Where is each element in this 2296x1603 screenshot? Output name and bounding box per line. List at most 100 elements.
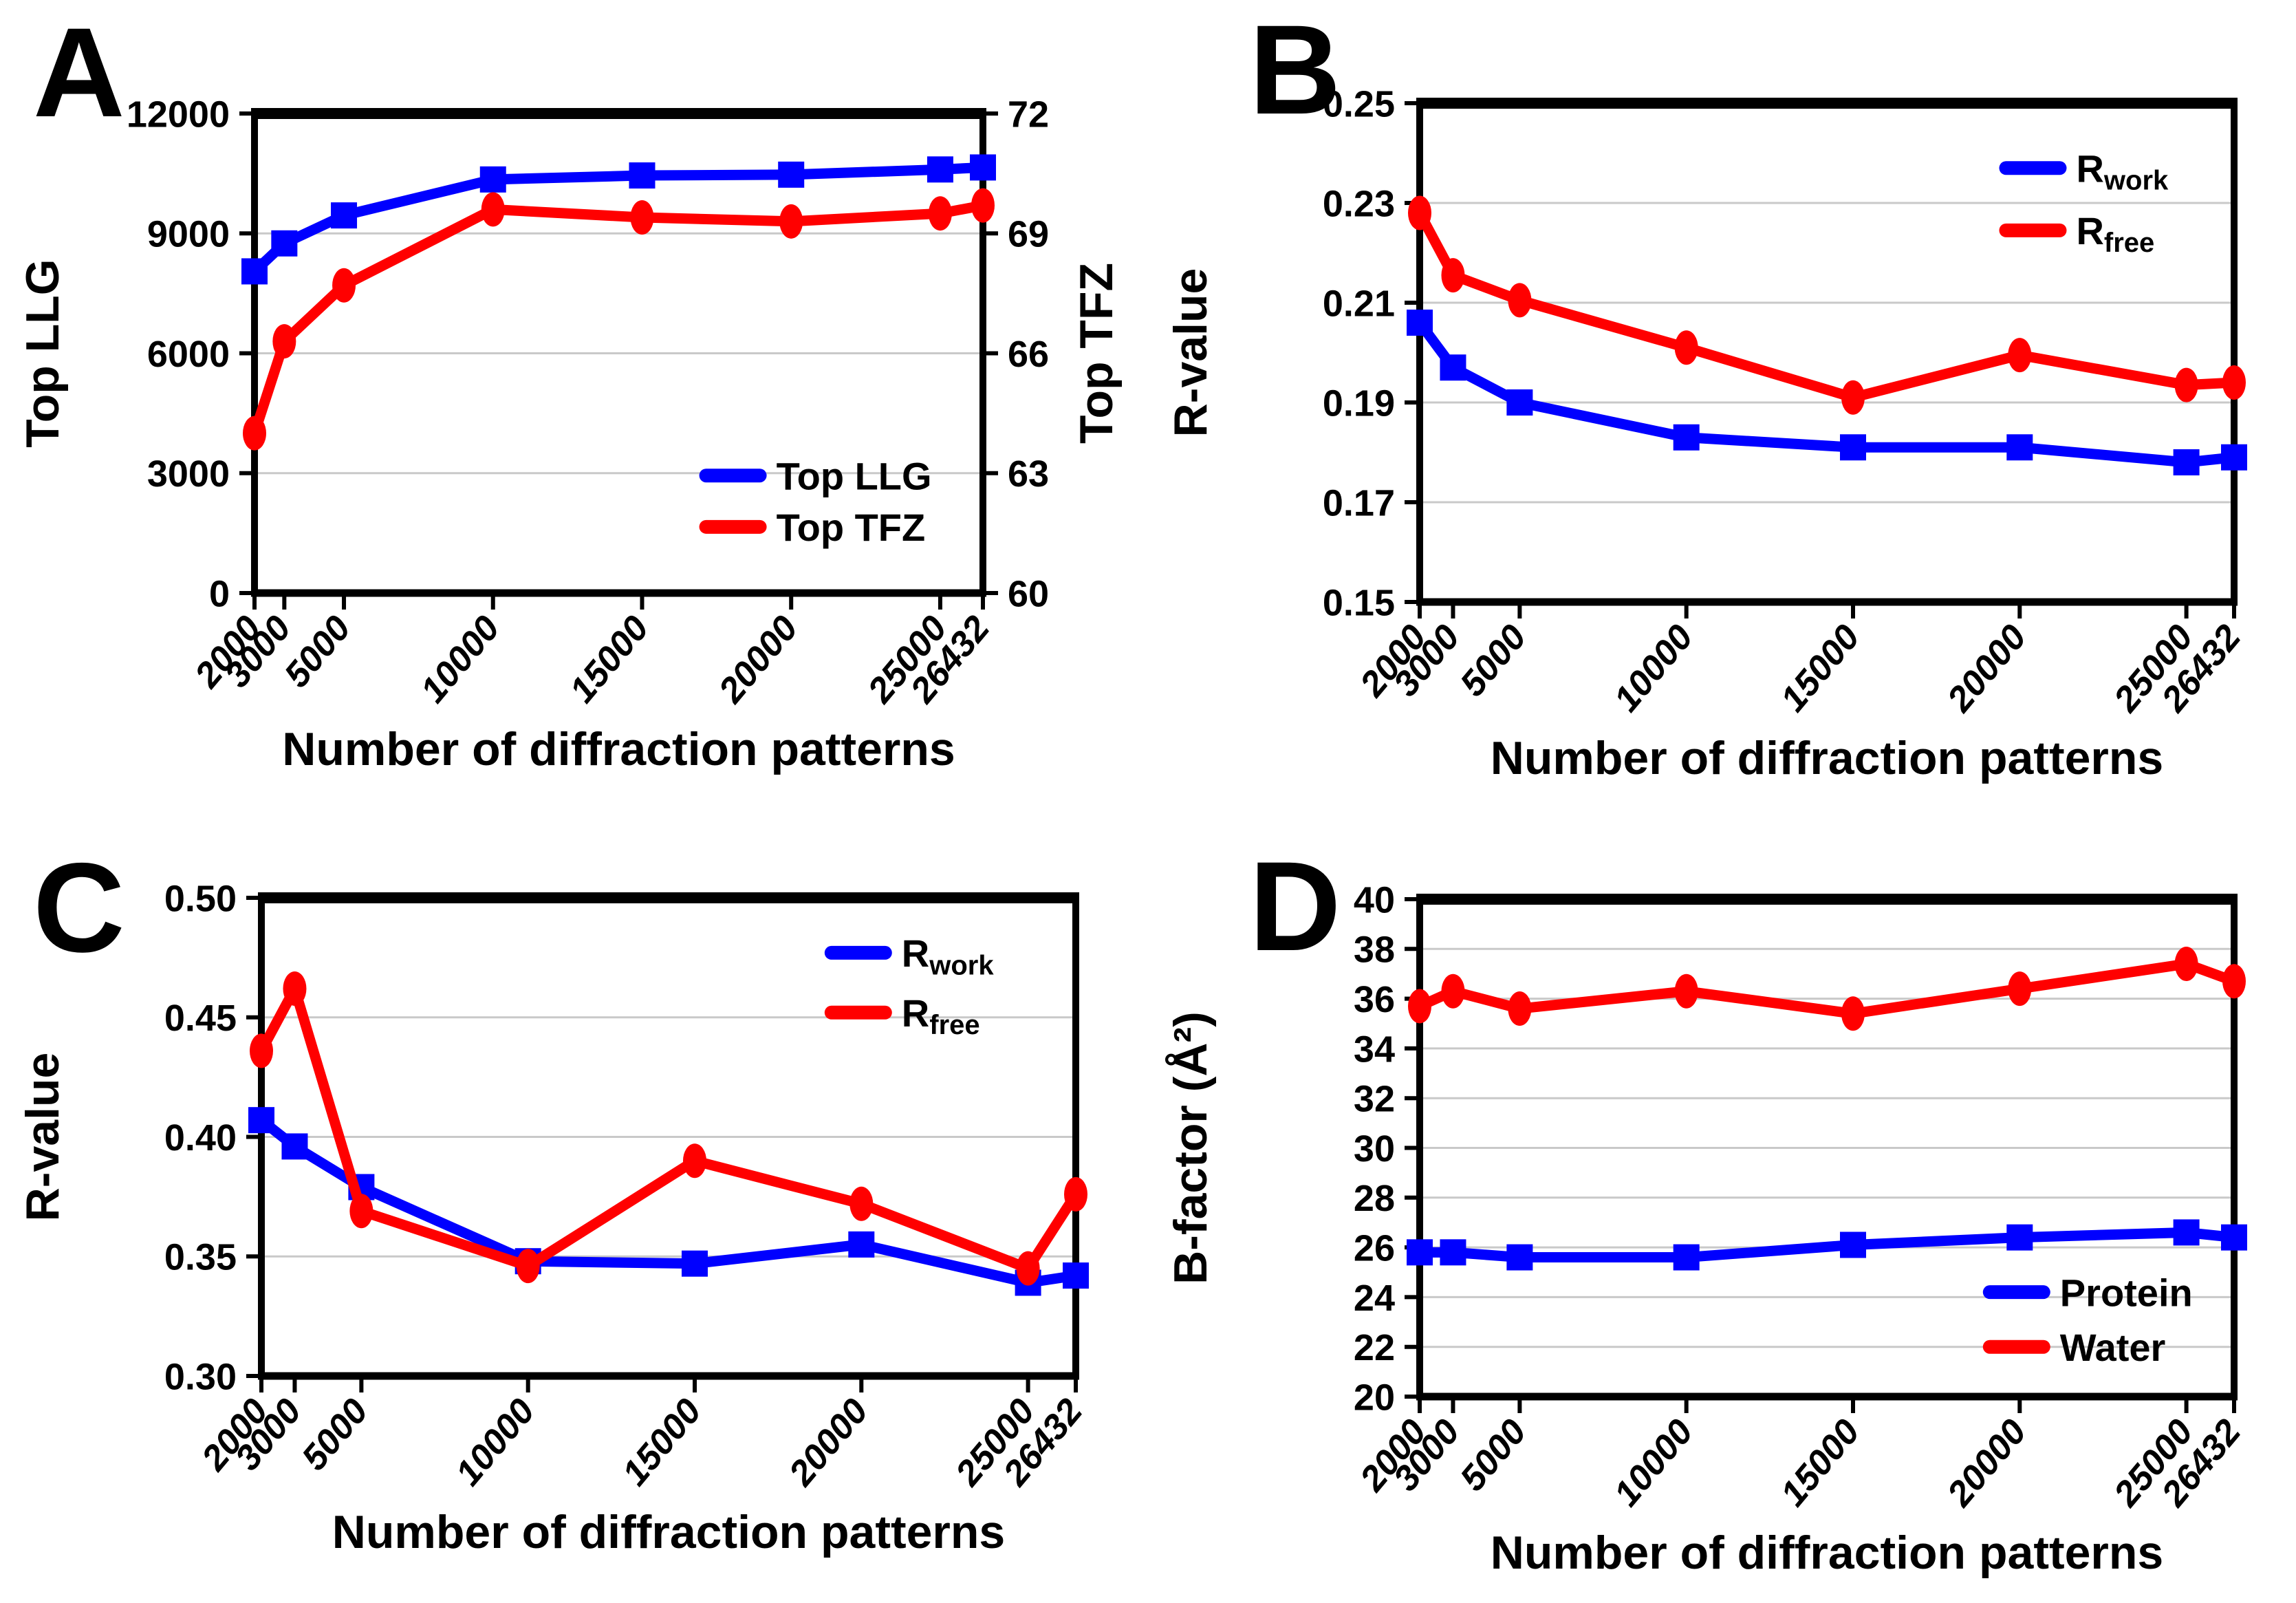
y-tick-label: 0.25 <box>1323 83 1395 125</box>
series-line-Top TFZ <box>249 200 984 435</box>
panel-A-chart: 0 3000 6000 9000 12000 Top LLG 60 63 66 69 72 Top T… <box>17 94 1123 775</box>
legend-label: Rfree <box>902 991 980 1040</box>
y-tick-label: 24 <box>1354 1278 1395 1319</box>
legend: Top LLG Top TFZ <box>699 454 932 549</box>
series-markers-Rfree <box>1408 195 2246 415</box>
legend-label: Rwork <box>902 932 995 980</box>
legend-label: Top LLG <box>777 454 932 497</box>
panel-label-B: B <box>1249 0 1341 141</box>
x-axis-title: Number of diffraction patterns <box>1491 1527 2164 1579</box>
series-markers-Protein <box>1407 1219 2247 1271</box>
y-tick-label: 72 <box>1008 94 1049 135</box>
y-tick-label: 36 <box>1354 979 1395 1020</box>
x-tick-label: 10000 <box>1606 617 1700 719</box>
legend-label: Top TFZ <box>777 506 926 549</box>
x-tick-label: 15000 <box>1773 1412 1867 1514</box>
y-tick-label: 30 <box>1354 1128 1395 1170</box>
y-tick-label: 0.21 <box>1323 283 1395 324</box>
y-axis-left: 20 22 24 26 28 30 32 34 36 38 40 <box>1354 879 1420 1418</box>
y-axis-right: 60 63 66 69 72 <box>983 94 1049 614</box>
y-tick-label: 0.40 <box>164 1117 237 1159</box>
y-tick-label: 40 <box>1354 879 1395 921</box>
series-line-Protein <box>1420 1227 2235 1263</box>
y-tick-label: 0.19 <box>1323 383 1395 424</box>
y-tick-label: 0.35 <box>164 1237 237 1278</box>
panel-label-A: A <box>33 2 125 144</box>
y-tick-label: 28 <box>1354 1178 1395 1219</box>
x-tick-label: 5000 <box>1453 617 1535 704</box>
y-tick-label: 0.30 <box>164 1356 237 1397</box>
x-tick-label: 15000 <box>1773 617 1867 719</box>
legend: Rwork Rfree <box>1999 147 2169 258</box>
panel-label-D: D <box>1249 836 1341 978</box>
series-markers-Top LLG <box>241 154 996 285</box>
y-axis-title: R-value <box>17 1053 69 1222</box>
x-tick-label: 5000 <box>277 608 358 695</box>
panel-A-plot-area: 0 3000 6000 9000 12000 Top LLG 60 63 66 69 72 Top T… <box>17 94 1123 775</box>
legend-label: Rfree <box>2076 209 2154 258</box>
y-axis-title: B-factor (Å²) <box>1165 1011 1217 1284</box>
legend-label: Protein <box>2060 1271 2193 1314</box>
legend-label: Water <box>2060 1326 2166 1369</box>
x-tick-label: 5000 <box>1453 1412 1535 1498</box>
y-axis-title: Top LLG <box>17 259 69 447</box>
y-tick-label: 9000 <box>147 214 230 255</box>
y-tick-label: 6000 <box>147 334 230 375</box>
series-markers-Top TFZ <box>243 188 995 451</box>
gridlines <box>1420 202 2234 504</box>
y-tick-label: 0.17 <box>1323 482 1395 524</box>
y-axis-left: 0.15 0.17 0.19 0.21 0.23 0.25 <box>1323 83 1420 623</box>
y-tick-label: 69 <box>1008 214 1049 255</box>
series-line-Water <box>1417 958 2236 1019</box>
y-tick-label: 66 <box>1008 334 1049 375</box>
x-tick-label: 20000 <box>1939 1412 2034 1514</box>
x-tick-label: 5000 <box>294 1391 376 1478</box>
panel-B-chart: 0.150.170.190.210.230.25R-value200030005… <box>1165 83 2249 784</box>
y-axis-left: 0.30 0.35 0.40 0.45 0.50 <box>164 878 261 1397</box>
x-tick-label: 10000 <box>1606 1412 1700 1514</box>
y-tick-label: 0.15 <box>1323 582 1395 623</box>
plot-frame <box>1416 98 2238 606</box>
y-tick-label: 3000 <box>147 453 230 495</box>
legend: Rwork Rfree <box>824 932 995 1040</box>
x-tick-label: 15000 <box>615 1391 709 1493</box>
x-axis-title: Number of diffraction patterns <box>332 1506 1006 1558</box>
x-tick-label: 20000 <box>781 1391 876 1494</box>
y-tick-label: 38 <box>1354 929 1395 971</box>
y-tick-label: 63 <box>1008 453 1049 495</box>
legend: Protein Water <box>1982 1271 2193 1369</box>
series-markers-Rwork <box>1407 310 2247 475</box>
y-tick-label: 12000 <box>127 94 230 135</box>
panel-B-plot-area: 0.150.170.190.210.230.25R-value200030005… <box>1165 83 2249 784</box>
series-markers-Rfree <box>250 971 1087 1286</box>
y-tick-label: 22 <box>1354 1327 1395 1368</box>
x-axis-title: Number of diffraction patterns <box>1491 732 2164 784</box>
legend-label: Rwork <box>2076 147 2169 195</box>
y-axis-right-title: Top TFZ <box>1070 263 1123 444</box>
y-tick-label: 0 <box>209 573 230 614</box>
x-axis-title: Number of diffraction patterns <box>282 723 955 775</box>
x-tick-label: 20000 <box>711 608 805 711</box>
x-tick-label: 10000 <box>448 1391 542 1493</box>
gridlines <box>254 232 983 475</box>
x-tick-label: 15000 <box>562 608 656 710</box>
y-tick-label: 34 <box>1354 1029 1395 1070</box>
x-tick-label: 10000 <box>413 608 508 710</box>
y-tick-label: 0.50 <box>164 878 237 919</box>
y-tick-label: 0.23 <box>1323 183 1395 224</box>
plot-frame <box>258 892 1079 1380</box>
y-tick-label: 32 <box>1354 1079 1395 1120</box>
series-markers-Water <box>1408 946 2246 1031</box>
y-tick-label: 20 <box>1354 1377 1395 1418</box>
y-tick-label: 26 <box>1354 1228 1395 1269</box>
panel-label-C: C <box>33 837 125 979</box>
